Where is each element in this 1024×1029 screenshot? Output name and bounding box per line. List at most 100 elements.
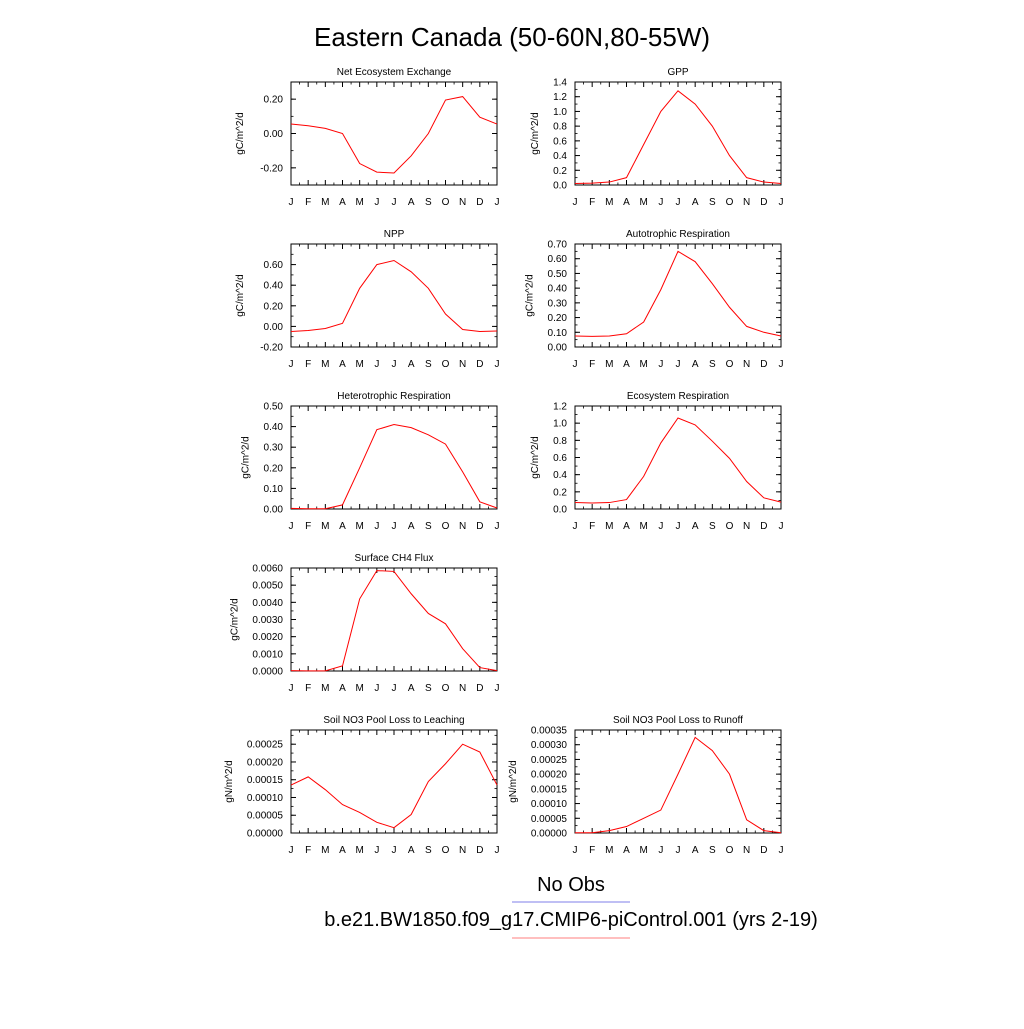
x-tick-label: J (374, 683, 379, 694)
x-tick-label: J (289, 359, 294, 370)
y-tick-label: 0.00 (264, 322, 284, 333)
x-tick-label: M (639, 197, 647, 208)
x-tick-label: A (623, 359, 630, 370)
panel-title: Soil NO3 Pool Loss to Runoff (613, 715, 743, 726)
y-tick-label: 0.6 (553, 453, 567, 464)
x-tick-label: M (605, 521, 613, 532)
y-tick-label: 0.00020 (531, 770, 568, 781)
x-tick-label: A (623, 845, 630, 856)
x-tick-label: A (692, 845, 699, 856)
x-tick-label: A (339, 521, 346, 532)
y-tick-label: 0.40 (548, 284, 568, 295)
legend-label-model: b.e21.BW1850.f09_g17.CMIP6-piControl.001… (324, 909, 818, 931)
y-tick-label: 1.2 (553, 92, 567, 103)
x-tick-label: F (305, 197, 311, 208)
panel-title: Soil NO3 Pool Loss to Leaching (323, 715, 464, 726)
x-tick-label: J (573, 197, 578, 208)
x-tick-label: S (709, 521, 716, 532)
y-tick-label: 0.70 (548, 240, 568, 251)
y-tick-label: 0.6 (553, 136, 567, 147)
x-tick-label: A (408, 683, 415, 694)
y-tick-label: 0.20 (264, 463, 284, 474)
x-tick-label: M (355, 683, 363, 694)
x-tick-label: J (374, 845, 379, 856)
plot-frame (291, 568, 497, 671)
y-tick-label: 0.00 (548, 343, 568, 354)
data-line (291, 744, 497, 827)
x-tick-label: M (605, 845, 613, 856)
x-tick-label: J (658, 197, 663, 208)
x-tick-label: M (605, 197, 613, 208)
y-tick-label: 0.00005 (247, 811, 284, 822)
x-tick-label: S (709, 359, 716, 370)
y-tick-label: -0.20 (260, 343, 283, 354)
x-tick-label: D (476, 845, 483, 856)
y-axis-label: gN/m^2/d (224, 760, 235, 803)
x-tick-label: M (321, 359, 329, 370)
x-tick-label: N (459, 197, 466, 208)
y-tick-label: 0.30 (548, 298, 568, 309)
x-tick-label: F (589, 197, 595, 208)
x-tick-label: J (573, 359, 578, 370)
x-tick-label: J (676, 359, 681, 370)
x-tick-label: A (408, 845, 415, 856)
x-tick-label: A (692, 359, 699, 370)
panel-title: NPP (384, 229, 405, 240)
x-tick-label: J (374, 359, 379, 370)
x-tick-label: M (321, 845, 329, 856)
x-tick-label: M (321, 521, 329, 532)
x-tick-label: A (339, 683, 346, 694)
y-tick-label: 1.0 (553, 107, 567, 118)
y-tick-label: 0.8 (553, 122, 567, 133)
y-tick-label: 0.00015 (531, 784, 568, 795)
x-tick-label: M (639, 521, 647, 532)
data-line (575, 737, 781, 832)
y-tick-label: 0.50 (264, 402, 284, 413)
panel-title: Heterotrophic Respiration (337, 391, 450, 402)
plot-frame (575, 730, 781, 833)
x-tick-label: M (321, 683, 329, 694)
y-tick-label: 0.40 (264, 281, 284, 292)
x-tick-label: D (760, 521, 767, 532)
y-tick-label: 0.4 (553, 470, 567, 481)
x-tick-label: J (779, 359, 784, 370)
y-tick-label: 1.4 (553, 78, 567, 89)
y-tick-label: 0.50 (548, 269, 568, 280)
x-tick-label: S (425, 197, 432, 208)
figure-title: Eastern Canada (50-60N,80-55W) (314, 22, 710, 52)
x-tick-label: S (709, 197, 716, 208)
x-tick-label: J (779, 845, 784, 856)
y-axis-label: gC/m^2/d (235, 112, 246, 155)
x-tick-label: N (743, 521, 750, 532)
y-axis-label: gC/m^2/d (241, 436, 252, 479)
y-tick-label: 1.2 (553, 402, 567, 413)
plot-frame (291, 82, 497, 185)
data-line (575, 418, 781, 503)
x-tick-label: F (305, 521, 311, 532)
x-tick-label: J (495, 683, 500, 694)
data-line (291, 425, 497, 509)
y-axis-label: gC/m^2/d (235, 274, 246, 317)
x-tick-label: F (589, 521, 595, 532)
x-tick-label: J (374, 521, 379, 532)
y-tick-label: 0.00 (264, 129, 284, 140)
y-tick-label: 0.2 (553, 166, 567, 177)
x-tick-label: J (573, 845, 578, 856)
y-tick-label: 0.00010 (531, 799, 568, 810)
y-tick-label: 0.00035 (531, 726, 568, 737)
panel-title: Net Ecosystem Exchange (337, 67, 452, 78)
x-tick-label: J (658, 521, 663, 532)
x-tick-label: M (355, 521, 363, 532)
x-tick-label: M (321, 197, 329, 208)
y-tick-label: 0.00025 (531, 755, 568, 766)
y-tick-label: 0.20 (548, 313, 568, 324)
y-tick-label: 0.00015 (247, 775, 284, 786)
x-tick-label: D (476, 521, 483, 532)
panel-title: Ecosystem Respiration (627, 391, 729, 402)
x-tick-label: J (495, 845, 500, 856)
x-tick-label: J (289, 683, 294, 694)
